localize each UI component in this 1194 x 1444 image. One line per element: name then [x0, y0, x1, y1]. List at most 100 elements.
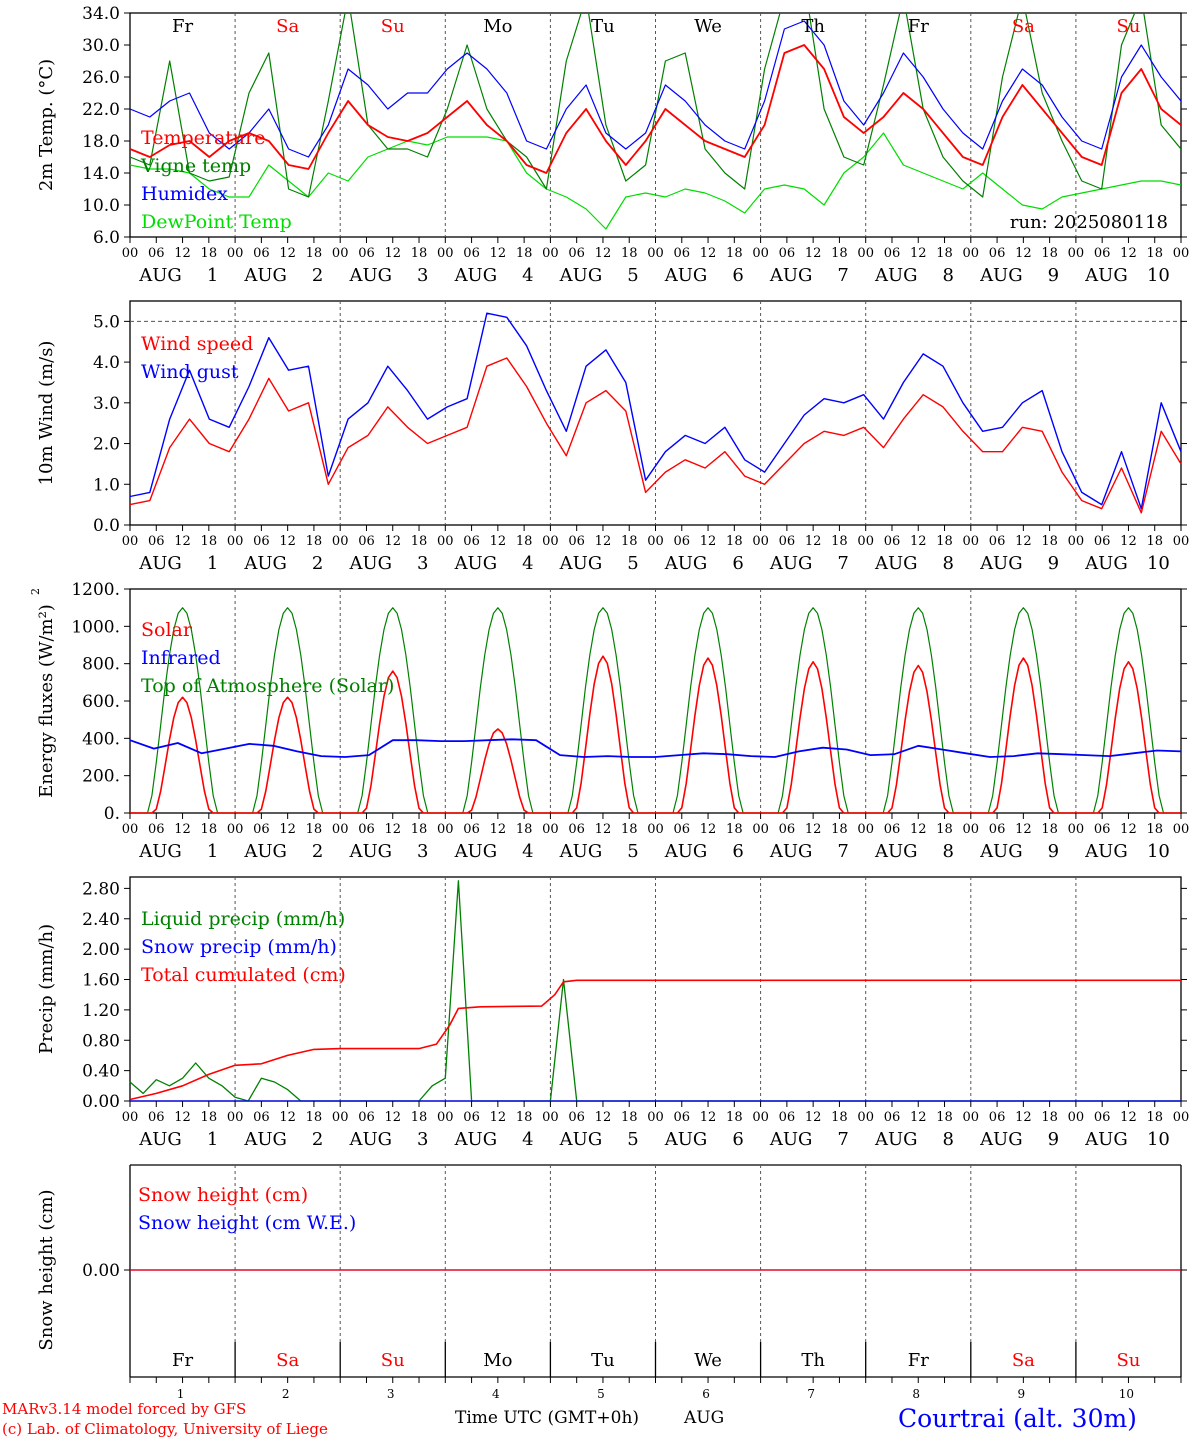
hour-tick-label: 00	[963, 822, 980, 837]
hour-tick-label: 12	[700, 1110, 717, 1125]
hour-tick-label: 00	[227, 822, 244, 837]
hour-tick-label: 12	[595, 1110, 612, 1125]
day-tick-label: 2	[312, 553, 323, 574]
hour-tick-label: 12	[700, 534, 717, 549]
day-tick-label: 5	[627, 265, 638, 286]
hour-tick-label: 00	[437, 822, 454, 837]
day-number: 1	[177, 1387, 185, 1401]
hour-tick-label: 12	[490, 534, 507, 549]
hour-tick-label: 00	[227, 534, 244, 549]
day-tick-label: 10	[1147, 265, 1170, 286]
day-tick-label: 6	[732, 1129, 743, 1150]
weekday-label: Fr	[172, 1350, 193, 1371]
hour-tick-label: 12	[910, 822, 927, 837]
month-tick-label: AUG	[559, 1129, 603, 1150]
hour-tick-label: 18	[306, 246, 323, 261]
month-tick-label: AUG	[348, 1129, 392, 1150]
month-tick-label: AUG	[454, 553, 498, 574]
hour-tick-label: 18	[516, 534, 533, 549]
day-tick-label: 4	[522, 553, 533, 574]
hour-tick-label: 06	[148, 534, 165, 549]
y-tick-label: 1200.	[71, 580, 120, 600]
y-tick-label: 0.80	[82, 1031, 120, 1051]
station-name: Courtrai (alt. 30m)	[898, 1404, 1137, 1433]
legend-entry: Infrared	[141, 647, 221, 669]
day-tick-label: 1	[207, 265, 218, 286]
month-tick-label: AUG	[243, 553, 287, 574]
weekday-label: Tu	[591, 1350, 615, 1371]
hour-tick-label: 00	[122, 1110, 139, 1125]
y-tick-label: 10.0	[82, 196, 120, 216]
hour-tick-label: 06	[1094, 1110, 1111, 1125]
month-tick-label: AUG	[243, 265, 287, 286]
hour-tick-label: 18	[516, 246, 533, 261]
hour-tick-label: 06	[463, 534, 480, 549]
hour-tick-label: 12	[490, 246, 507, 261]
y-tick-label: 0.	[104, 804, 120, 824]
hour-tick-label: 18	[516, 1110, 533, 1125]
hour-tick-label: 06	[253, 534, 270, 549]
series-line-wind-gust	[129, 312, 1182, 510]
hour-tick-label: 06	[989, 1110, 1006, 1125]
legend-entry: Total cumulated (cm)	[141, 964, 346, 986]
hour-tick-label: 00	[1173, 1110, 1190, 1125]
hour-tick-label: 12	[490, 1110, 507, 1125]
month-tick-label: AUG	[979, 553, 1023, 574]
hour-tick-label: 12	[1015, 1110, 1032, 1125]
hour-tick-label: 12	[1120, 822, 1137, 837]
hour-tick-label: 00	[122, 534, 139, 549]
hour-tick-label: 00	[647, 246, 664, 261]
day-number: 7	[807, 1387, 815, 1401]
legend-entry: Liquid precip (mm/h)	[141, 908, 345, 930]
x-axis-label: Time UTC (GMT+0h)	[455, 1408, 639, 1428]
credit-line-1: MARv3.14 model forced by GFS	[2, 1400, 246, 1418]
hour-tick-label: 12	[595, 822, 612, 837]
hour-tick-label: 12	[174, 246, 191, 261]
hour-tick-label: 18	[1146, 246, 1163, 261]
hour-tick-label: 06	[358, 1110, 375, 1125]
y-tick-label: 6.0	[93, 228, 120, 248]
hour-tick-label: 12	[700, 822, 717, 837]
month-tick-label: AUG	[348, 553, 392, 574]
day-tick-label: 8	[943, 265, 954, 286]
hour-tick-label: 18	[1146, 1110, 1163, 1125]
legend-entry: Vigne temp	[140, 155, 251, 177]
month-tick-label: AUG	[1084, 553, 1128, 574]
y-tick-label: 800.	[82, 655, 120, 675]
hour-tick-label: 06	[989, 246, 1006, 261]
month-tick-label: AUG	[664, 265, 708, 286]
hour-tick-label: 18	[201, 534, 218, 549]
month-tick-label: AUG	[138, 841, 182, 862]
hour-tick-label: 00	[122, 822, 139, 837]
hour-tick-label: 12	[490, 822, 507, 837]
series-line-dewpoint-temp	[130, 132, 1181, 230]
hour-tick-label: 00	[963, 534, 980, 549]
hour-tick-label: 18	[411, 534, 428, 549]
hour-tick-label: 06	[674, 822, 691, 837]
panel-frame	[129, 300, 1182, 526]
hour-tick-label: 00	[437, 1110, 454, 1125]
hour-tick-label: 06	[1094, 534, 1111, 549]
hour-tick-label: 18	[831, 246, 848, 261]
hour-tick-label: 18	[1041, 822, 1058, 837]
panel-frame	[129, 588, 1182, 814]
day-tick-label: 1	[207, 841, 218, 862]
month-tick-label: AUG	[559, 265, 603, 286]
day-tick-label: 5	[627, 841, 638, 862]
hour-tick-label: 06	[1094, 822, 1111, 837]
day-tick-label: 7	[837, 553, 848, 574]
hour-tick-label: 12	[1015, 822, 1032, 837]
day-tick-label: 4	[522, 1129, 533, 1150]
hour-tick-label: 00	[1173, 246, 1190, 261]
day-tick-label: 2	[312, 1129, 323, 1150]
hour-tick-label: 06	[358, 534, 375, 549]
legend-entry: Humidex	[141, 183, 228, 205]
day-tick-label: 7	[837, 1129, 848, 1150]
y-tick-label: 0.00	[82, 1261, 120, 1281]
day-tick-label: 4	[522, 265, 533, 286]
hour-tick-label: 18	[726, 534, 743, 549]
month-label: AUG	[683, 1408, 724, 1428]
day-tick-label: 3	[417, 841, 428, 862]
month-tick-label: AUG	[1084, 265, 1128, 286]
